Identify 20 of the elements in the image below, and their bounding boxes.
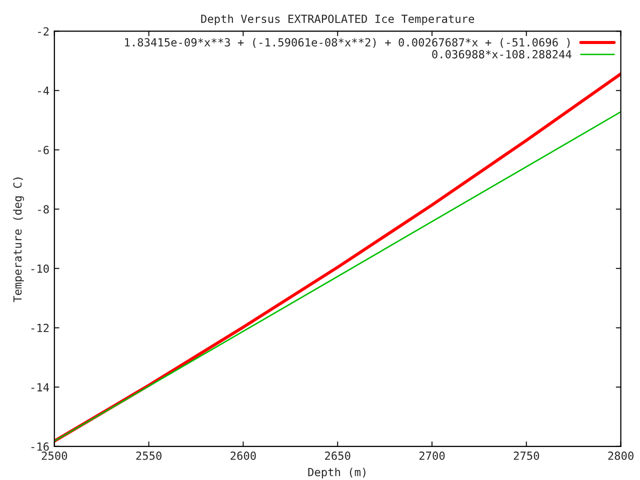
x-tick-label: 2600 xyxy=(230,452,256,460)
y-tick-label: -12 xyxy=(31,324,49,332)
y-tick-label: -4 xyxy=(38,86,50,95)
legend-label: 0.036988*x-108.288244 xyxy=(432,50,572,58)
x-tick-label: 2800 xyxy=(608,452,634,460)
y-tick-label: -14 xyxy=(31,383,50,392)
y-tick-label: -16 xyxy=(31,442,49,451)
x-tick-label: 2650 xyxy=(325,452,350,460)
x-tick-label: 2500 xyxy=(42,452,68,460)
y-axis-title: Temperature (deg C) xyxy=(13,178,24,302)
legend-label: 1.83415e-09*x**3 + (-1.59061e-08*x**2) + 0.00267687*x + (-51.0696 ) xyxy=(125,38,570,48)
chart-title: Depth Versus EXTRAPOLATED Ice Temperature xyxy=(201,14,474,26)
y-tick-label: -6 xyxy=(38,146,49,154)
x-tick-label: 2700 xyxy=(419,452,445,460)
x-tick-label: 2750 xyxy=(514,452,540,460)
x-axis-title: Depth (m) xyxy=(308,468,366,478)
x-tick-label: 2550 xyxy=(136,452,162,460)
y-tick-label: -8 xyxy=(38,205,49,214)
y-tick-label: -10 xyxy=(31,264,49,273)
y-tick-label: -2 xyxy=(38,27,49,36)
